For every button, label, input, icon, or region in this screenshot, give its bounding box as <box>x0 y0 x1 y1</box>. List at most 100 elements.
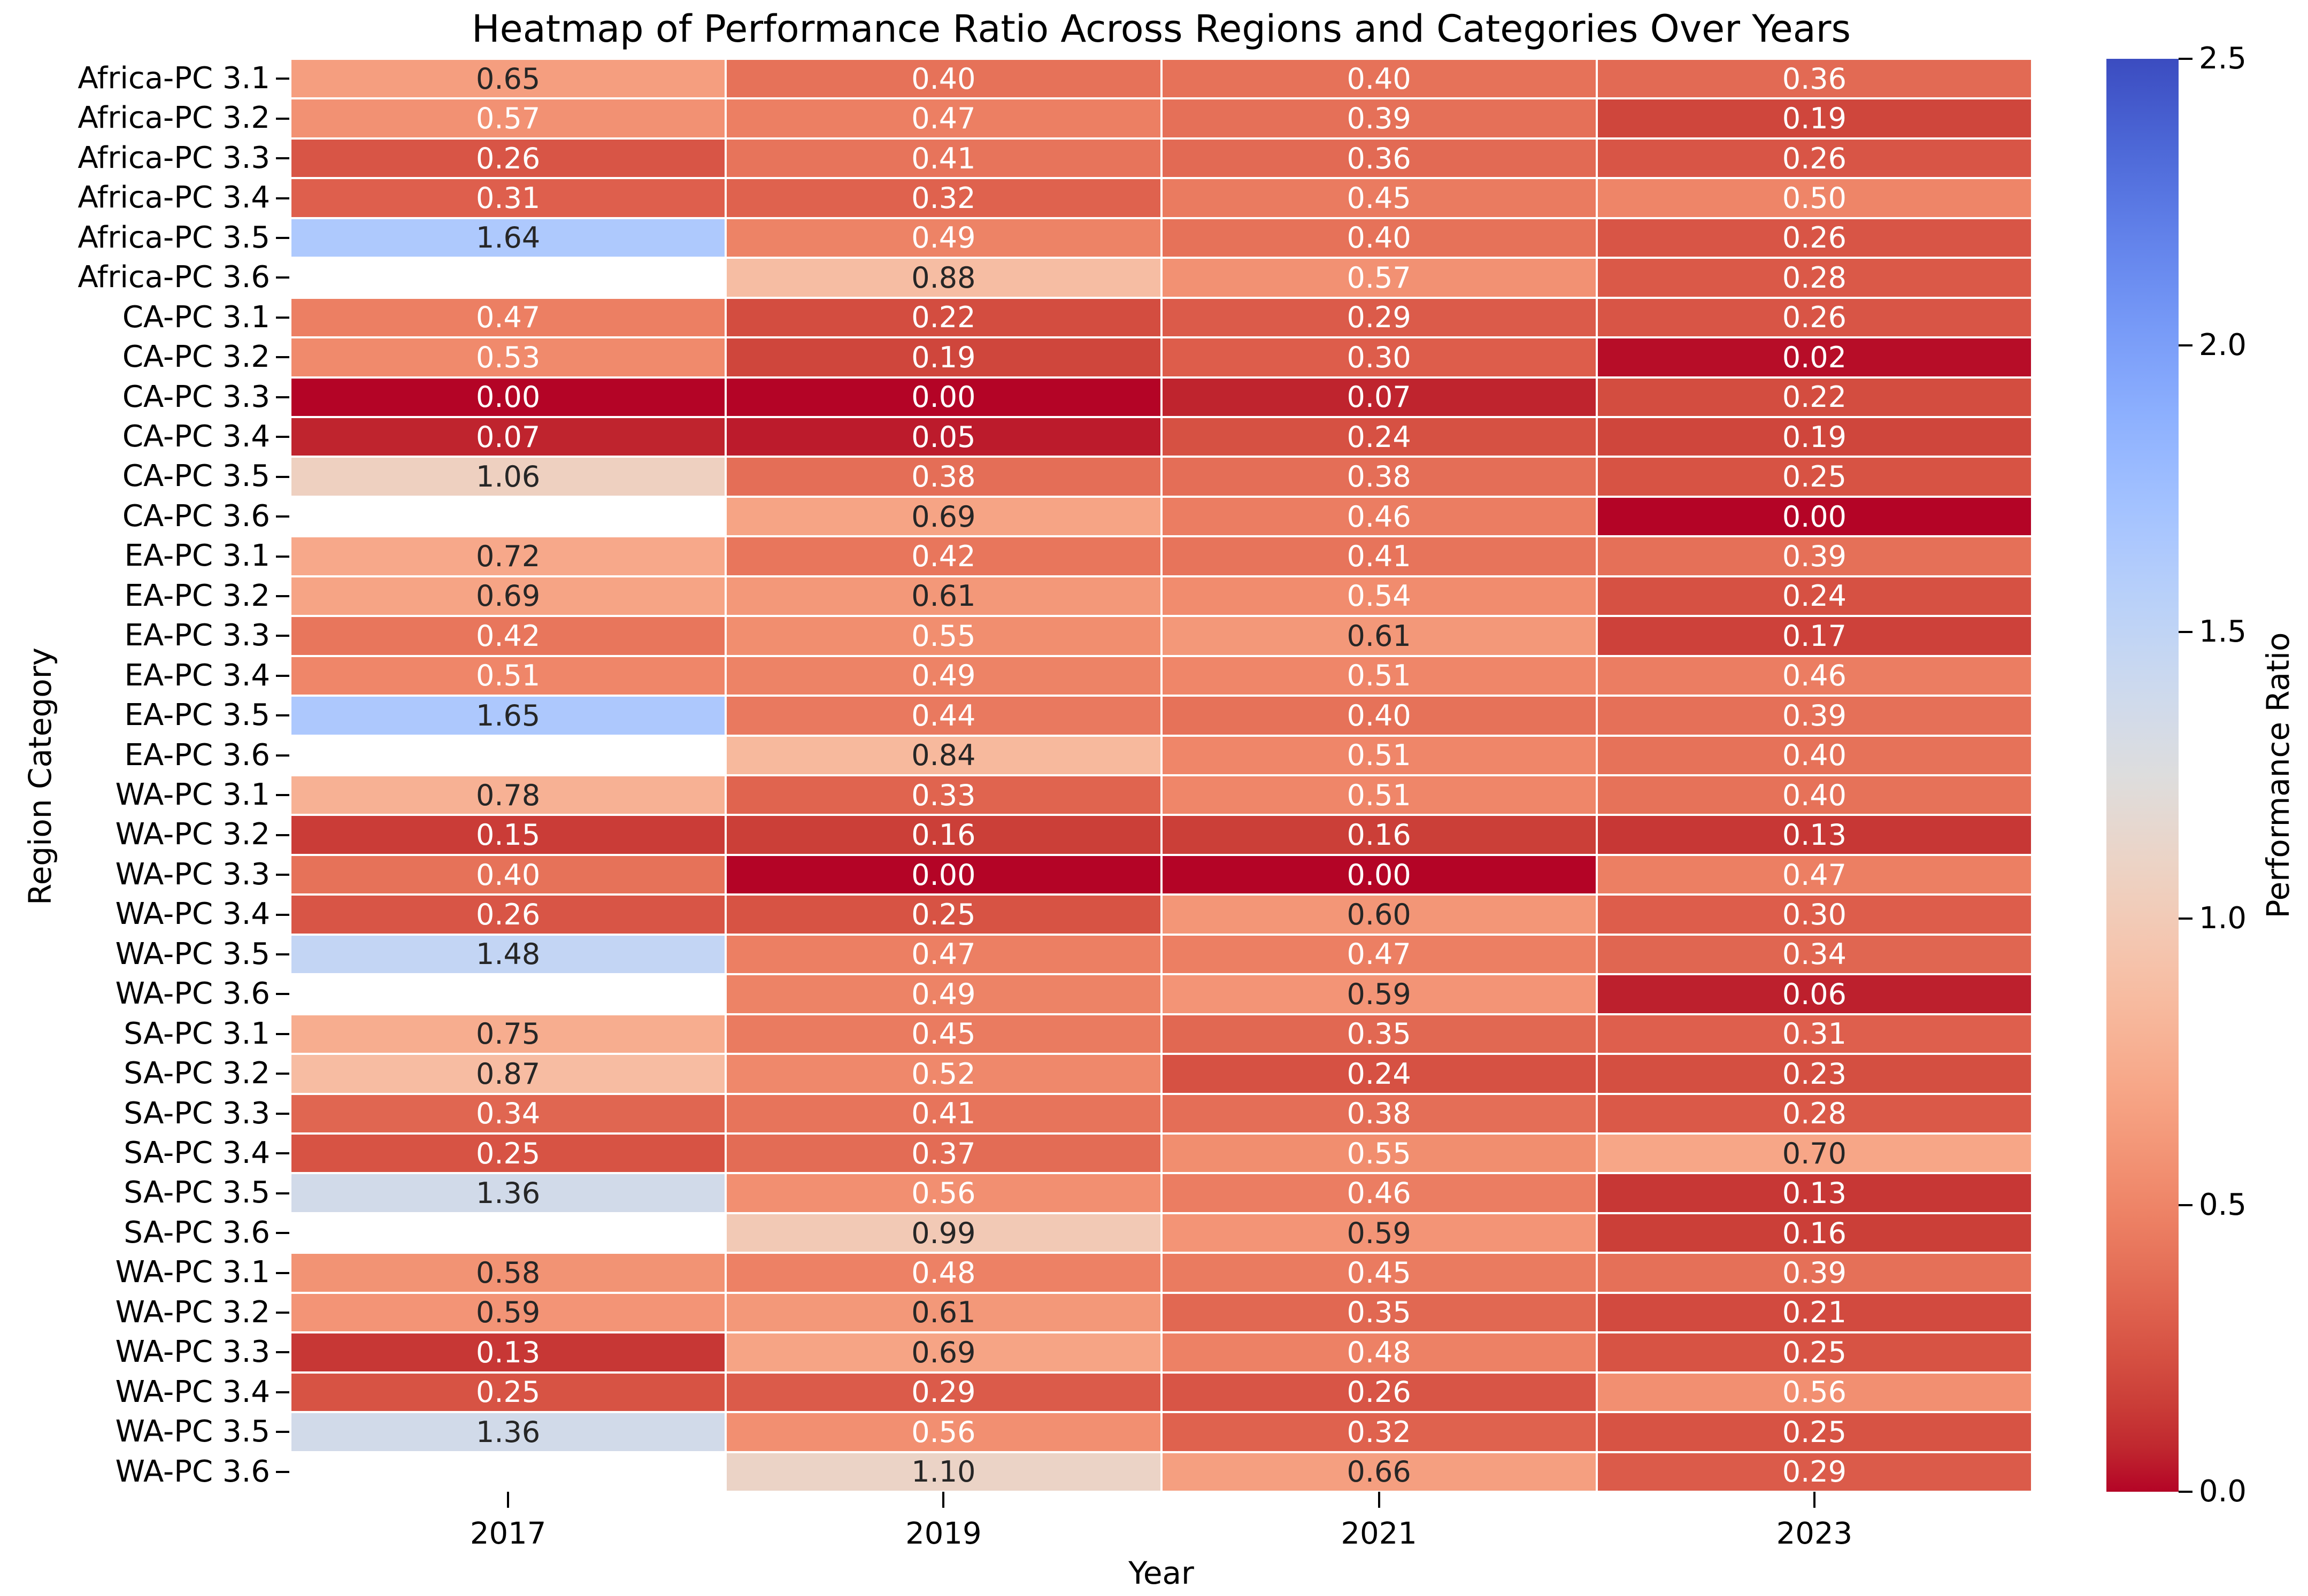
cell-value: 0.35 <box>1347 1296 1411 1330</box>
cell-value: 0.54 <box>1347 579 1411 613</box>
heatmap-cell: 1.06 <box>290 457 726 497</box>
heatmap-cell: 0.45 <box>726 1014 1161 1054</box>
cell-value: 0.24 <box>1782 579 1847 613</box>
cell-value: 0.50 <box>1782 181 1847 215</box>
heatmap-cell: 0.56 <box>726 1173 1161 1213</box>
y-tick-mark <box>276 1152 289 1155</box>
y-tick-mark <box>276 475 289 478</box>
y-tick-mark <box>276 595 289 597</box>
heatmap-cell: 0.35 <box>1161 1014 1597 1054</box>
heatmap-cell: 0.40 <box>1596 775 2032 815</box>
cell-value: 0.30 <box>1782 898 1847 932</box>
cell-value: 0.29 <box>911 1375 976 1409</box>
cell-value: 0.56 <box>911 1176 976 1211</box>
cell-value: 0.29 <box>1347 300 1411 335</box>
cell-value: 0.30 <box>1347 340 1411 374</box>
y-tick-label: EA-PC 3.2 <box>124 578 270 613</box>
cell-value: 0.34 <box>1782 937 1847 972</box>
cell-value: 0.16 <box>911 818 976 852</box>
cell-value: 0.51 <box>476 659 541 693</box>
heatmap-cell: 0.25 <box>1596 1332 2032 1373</box>
cell-value: 0.26 <box>476 898 541 932</box>
heatmap-cell: 0.38 <box>726 457 1161 497</box>
cell-value: 0.21 <box>1782 1296 1847 1330</box>
cell-value: 0.84 <box>911 738 976 773</box>
heatmap-cell: 0.25 <box>290 1133 726 1174</box>
heatmap-cell: 0.30 <box>1161 337 1597 377</box>
cell-value: 0.47 <box>911 102 976 136</box>
y-tick-label: WA-PC 3.4 <box>115 1374 270 1409</box>
cell-value: 0.00 <box>476 380 541 414</box>
y-tick-label: Africa-PC 3.2 <box>78 101 270 136</box>
heatmap-cell: 0.02 <box>1596 337 2032 377</box>
heatmap-cell: 0.00 <box>1596 496 2032 537</box>
cell-value: 0.45 <box>911 1017 976 1051</box>
y-tick-label: Africa-PC 3.6 <box>78 260 270 295</box>
y-tick-label: SA-PC 3.3 <box>124 1096 270 1131</box>
colorbar-tick-mark <box>2179 1204 2192 1206</box>
heatmap-cell: 0.87 <box>290 1054 726 1094</box>
cell-value: 0.40 <box>1782 778 1847 812</box>
cell-value: 0.25 <box>911 898 976 932</box>
heatmap-cell: 0.34 <box>1596 934 2032 975</box>
y-tick-mark <box>276 1351 289 1354</box>
y-tick-mark <box>276 993 289 996</box>
y-tick-label: Africa-PC 3.5 <box>78 220 270 255</box>
x-axis-label: Year <box>1128 1555 1194 1591</box>
cell-value: 0.31 <box>476 181 541 215</box>
heatmap-cell: 1.48 <box>290 934 726 975</box>
cell-value: 0.39 <box>1782 1256 1847 1290</box>
cell-value: 0.72 <box>476 539 541 574</box>
heatmap-cell: 0.15 <box>290 815 726 855</box>
y-tick-label: WA-PC 3.1 <box>115 1255 270 1290</box>
cell-value: 0.69 <box>911 1335 976 1369</box>
cell-value: 0.02 <box>1782 340 1847 374</box>
heatmap-cell: 0.57 <box>1161 258 1597 298</box>
y-tick-label: EA-PC 3.6 <box>124 737 270 773</box>
colorbar-tick-label: 0.0 <box>2199 1474 2247 1509</box>
y-tick-label: EA-PC 3.1 <box>124 538 270 574</box>
heatmap-cell: 0.58 <box>290 1253 726 1293</box>
cell-value: 0.56 <box>1782 1375 1847 1409</box>
y-tick-label: WA-PC 3.4 <box>115 897 270 932</box>
heatmap-cell: 0.52 <box>726 1054 1161 1094</box>
cell-value: 1.10 <box>911 1455 976 1489</box>
cell-value: 0.07 <box>1347 380 1411 414</box>
heatmap-cell: 0.16 <box>726 815 1161 855</box>
y-tick-label: CA-PC 3.1 <box>122 299 270 335</box>
heatmap-cell: 0.40 <box>1161 218 1597 258</box>
heatmap-cell: 0.19 <box>1596 417 2032 457</box>
heatmap-cell: 0.26 <box>1596 138 2032 179</box>
cell-value: 0.35 <box>1347 1017 1411 1051</box>
cell-value: 0.51 <box>1347 738 1411 773</box>
cell-value: 0.38 <box>911 460 976 494</box>
cell-value: 0.24 <box>1347 1057 1411 1091</box>
cell-value: 0.19 <box>1782 102 1847 136</box>
heatmap-cell: 0.42 <box>726 536 1161 576</box>
cell-value: 0.47 <box>1347 937 1411 972</box>
cell-value: 0.23 <box>1782 1057 1847 1091</box>
y-tick-mark <box>276 1470 289 1473</box>
heatmap-cell: 0.40 <box>1161 696 1597 736</box>
heatmap-cell: 0.54 <box>1161 576 1597 616</box>
heatmap-cell: 0.53 <box>290 337 726 377</box>
heatmap-cell: 1.64 <box>290 218 726 258</box>
heatmap-cell <box>290 496 726 537</box>
y-tick-mark <box>276 834 289 836</box>
y-tick-label: CA-PC 3.3 <box>122 379 270 414</box>
cell-value: 0.06 <box>1782 977 1847 1011</box>
colorbar-tick-mark <box>2179 631 2192 633</box>
cell-value: 0.49 <box>911 659 976 693</box>
cell-value: 1.06 <box>476 460 541 494</box>
colorbar-tick-label: 0.5 <box>2199 1188 2247 1222</box>
heatmap-cell: 0.55 <box>1161 1133 1597 1174</box>
y-tick-label: SA-PC 3.5 <box>124 1175 270 1211</box>
heatmap-cell: 0.00 <box>1161 854 1597 895</box>
y-tick-mark <box>276 913 289 916</box>
heatmap-cell: 0.40 <box>726 59 1161 99</box>
cell-value: 0.26 <box>476 141 541 175</box>
cell-value: 0.55 <box>911 619 976 653</box>
cell-value: 0.44 <box>911 698 976 733</box>
heatmap-cell: 0.00 <box>726 377 1161 417</box>
heatmap-cell: 0.35 <box>1161 1292 1597 1333</box>
